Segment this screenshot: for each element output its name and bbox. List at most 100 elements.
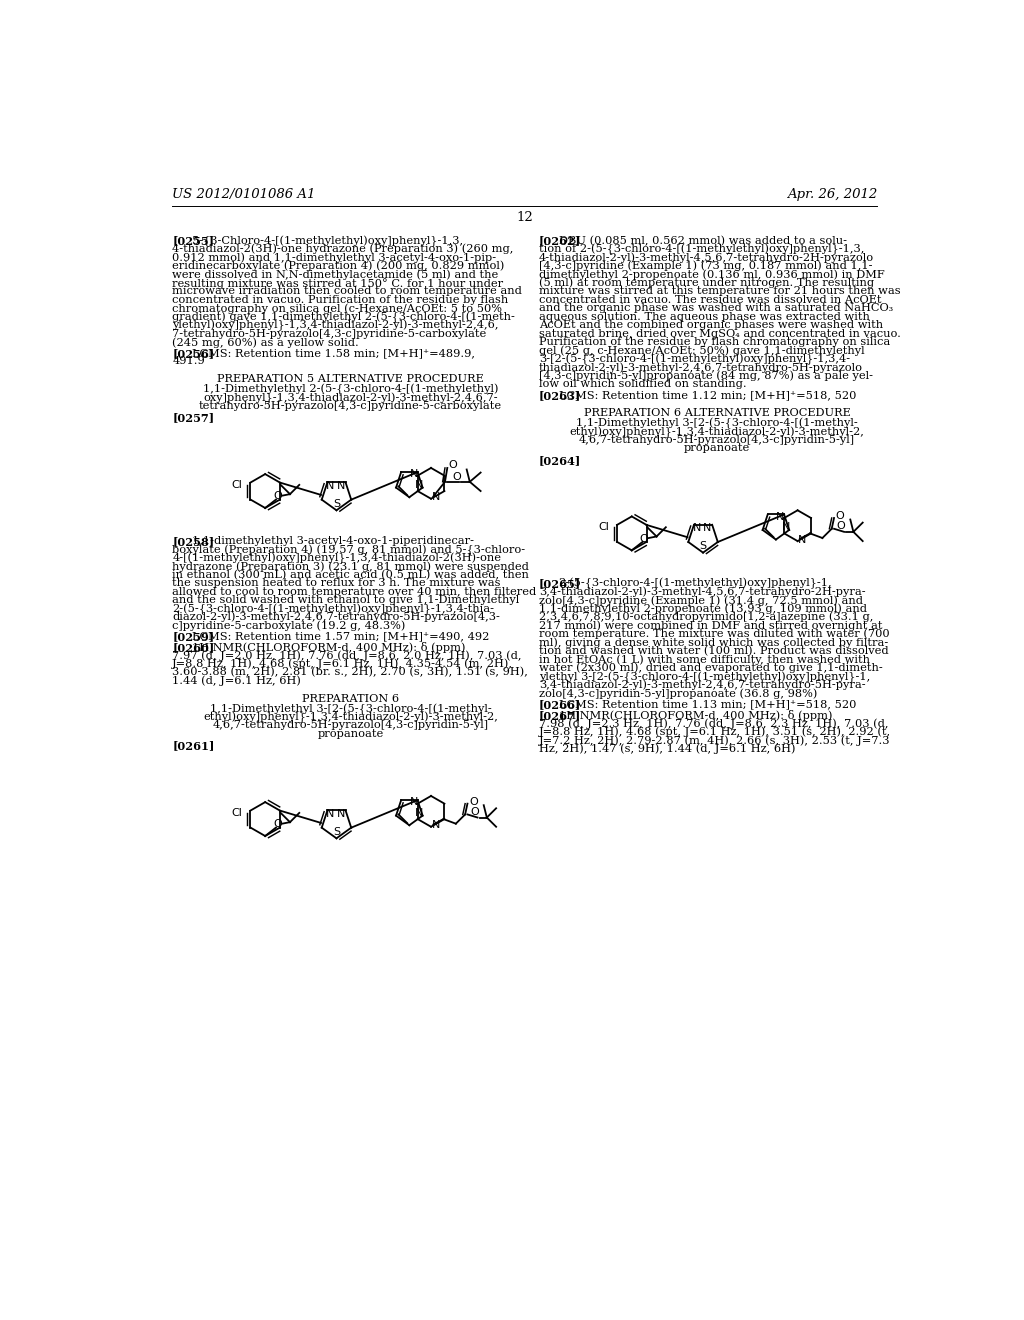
Text: 2-(5-{3-chloro-4-[(1-methylethyl)oxy]phenyl}-1,: 2-(5-{3-chloro-4-[(1-methylethyl)oxy]phe… (558, 578, 833, 590)
Text: J=8.8 Hz, 1H), 4.68 (spt, J=6.1 Hz, 1H), 3.51 (s, 2H), 2.92 (t,: J=8.8 Hz, 1H), 4.68 (spt, J=6.1 Hz, 1H),… (539, 726, 891, 738)
Text: thiadiazol-2-yl)-3-methyl-2,4,6,7-tetrahydro-5H-pyrazolo: thiadiazol-2-yl)-3-methyl-2,4,6,7-tetrah… (539, 363, 863, 374)
Text: O: O (640, 533, 648, 544)
Text: tion and washed with water (100 ml). Product was dissolved: tion and washed with water (100 ml). Pro… (539, 645, 889, 656)
Text: O: O (836, 511, 845, 521)
Text: [0262]: [0262] (539, 235, 581, 247)
Text: 4-[(1-methylethyl)oxy]phenyl}-1,3,4-thiadiazol-2(3H)-one: 4-[(1-methylethyl)oxy]phenyl}-1,3,4-thia… (172, 553, 501, 564)
Text: in hot EtOAc (1 L) with some difficulty, then washed with: in hot EtOAc (1 L) with some difficulty,… (539, 655, 869, 665)
Text: [4,3-c]pyridine (Example 1) (73 mg, 0.187 mmol) and 1,1-: [4,3-c]pyridine (Example 1) (73 mg, 0.18… (539, 261, 872, 272)
Text: Cl: Cl (231, 808, 243, 818)
Text: 1H NMR(CHLOROFORM-d, 400 MHz): δ (ppm): 1H NMR(CHLOROFORM-d, 400 MHz): δ (ppm) (558, 710, 833, 721)
Text: PREPARATION 5 ALTERNATIVE PROCEDURE: PREPARATION 5 ALTERNATIVE PROCEDURE (217, 374, 483, 384)
Text: 3-[2-(5-{3-chloro-4-[(1-methylethyl)oxy]phenyl}-1,3,4-: 3-[2-(5-{3-chloro-4-[(1-methylethyl)oxy]… (539, 354, 850, 366)
Text: gel (25 g, c-Hexane/AcOEt: 50%) gave 1,1-dimethylethyl: gel (25 g, c-Hexane/AcOEt: 50%) gave 1,1… (539, 346, 864, 356)
Text: ylethyl)oxy]phenyl}-1,3,4-thiadiazol-2-yl)-3-methyl-2,4,6,: ylethyl)oxy]phenyl}-1,3,4-thiadiazol-2-y… (172, 321, 499, 331)
Text: N: N (327, 480, 335, 491)
Text: c]pyridine-5-carboxylate (19.2 g, 48.3%): c]pyridine-5-carboxylate (19.2 g, 48.3%) (172, 620, 406, 631)
Text: saturated brine, dried over MgSO₄ and concentrated in vacuo.: saturated brine, dried over MgSO₄ and co… (539, 329, 901, 338)
Text: LCMS: Retention time 1.57 min; [M+H]⁺=490, 492: LCMS: Retention time 1.57 min; [M+H]⁺=49… (193, 631, 489, 642)
Text: O: O (453, 473, 461, 482)
Text: were dissolved in N,N-dimethylacetamide (5 ml) and the: were dissolved in N,N-dimethylacetamide … (172, 269, 499, 280)
Text: zolo[4,3-c]pyridine (Example 1) (31.4 g, 72.5 mmol) and: zolo[4,3-c]pyridine (Example 1) (31.4 g,… (539, 595, 863, 606)
Text: [0259]: [0259] (172, 631, 214, 643)
Text: 217 mmol) were combined in DMF and stirred overnight at: 217 mmol) were combined in DMF and stirr… (539, 620, 883, 631)
Text: AcOEt and the combined organic phases were washed with: AcOEt and the combined organic phases we… (539, 321, 883, 330)
Text: Purification of the residue by flash chromatography on silica: Purification of the residue by flash chr… (539, 337, 890, 347)
Text: J=8.8 Hz, 1H), 4.68 (spt, J=6.1 Hz, 1H), 4.35-4.54 (m, 2H),: J=8.8 Hz, 1H), 4.68 (spt, J=6.1 Hz, 1H),… (172, 659, 513, 669)
Text: room temperature. The mixture was diluted with water (700: room temperature. The mixture was dilute… (539, 628, 890, 639)
Text: Hz, 2H), 1.47 (s, 9H), 1.44 (d, J=6.1 Hz, 6H): Hz, 2H), 1.47 (s, 9H), 1.44 (d, J=6.1 Hz… (539, 743, 796, 754)
Text: O: O (470, 807, 479, 817)
Text: [0255]: [0255] (172, 235, 214, 247)
Text: eridinecarboxylate (Preparation 4) (200 mg, 0.829 mmol): eridinecarboxylate (Preparation 4) (200 … (172, 261, 505, 272)
Text: [0257]: [0257] (172, 412, 214, 424)
Text: chromatography on silica gel (c-Hexane/AcOEt: 5 to 50%: chromatography on silica gel (c-Hexane/A… (172, 304, 502, 314)
Text: microwave irradiation then cooled to room temperature and: microwave irradiation then cooled to roo… (172, 286, 522, 296)
Text: N: N (431, 820, 440, 830)
Text: the suspension heated to reflux for 3 h. The mixture was: the suspension heated to reflux for 3 h.… (172, 578, 501, 587)
Text: LCMS: Retention time 1.13 min; [M+H]⁺=518, 520: LCMS: Retention time 1.13 min; [M+H]⁺=51… (558, 700, 856, 709)
Text: [0267]: [0267] (539, 710, 581, 721)
Text: oxy]phenyl}-1,3,4-thiadiazol-2-yl)-3-methyl-2,4,6,7-: oxy]phenyl}-1,3,4-thiadiazol-2-yl)-3-met… (203, 392, 498, 404)
Text: 7-tetrahydro-5H-pyrazolo[4,3-c]pyridine-5-carboxylate: 7-tetrahydro-5H-pyrazolo[4,3-c]pyridine-… (172, 329, 486, 338)
Text: N: N (416, 479, 424, 490)
Text: O: O (273, 491, 282, 502)
Text: 491.9: 491.9 (172, 356, 205, 366)
Text: S: S (699, 541, 707, 552)
Text: 1.44 (d, J=6.1 Hz, 6H): 1.44 (d, J=6.1 Hz, 6H) (172, 676, 301, 686)
Text: LCMS: Retention time 1.12 min; [M+H]⁺=518, 520: LCMS: Retention time 1.12 min; [M+H]⁺=51… (558, 391, 856, 400)
Text: 1H NMR(CHLOROFORM-d, 400 MHz): δ (ppm): 1H NMR(CHLOROFORM-d, 400 MHz): δ (ppm) (193, 642, 466, 653)
Text: 2,3,4,6,7,8,9,10-octahydropyrimido[1,2-a]azepine (33.1 g,: 2,3,4,6,7,8,9,10-octahydropyrimido[1,2-a… (539, 612, 873, 623)
Text: water (2x300 ml), dried and evaporated to give 1,1-dimeth-: water (2x300 ml), dried and evaporated t… (539, 663, 883, 673)
Text: DBU (0.085 ml, 0.562 mmol) was added to a solu-: DBU (0.085 ml, 0.562 mmol) was added to … (558, 235, 847, 246)
Text: ml), giving a dense white solid which was collected by filtra-: ml), giving a dense white solid which wa… (539, 638, 888, 648)
Text: PREPARATION 6: PREPARATION 6 (302, 693, 399, 704)
Text: and the solid washed with ethanol to give 1,1-Dimethylethyl: and the solid washed with ethanol to giv… (172, 595, 519, 605)
Text: [0266]: [0266] (539, 700, 581, 710)
Text: propanoate: propanoate (684, 444, 751, 453)
Text: O: O (469, 797, 478, 807)
Text: [0264]: [0264] (539, 455, 581, 466)
Text: (5 ml) at room temperature under nitrogen. The resulting: (5 ml) at room temperature under nitroge… (539, 277, 873, 288)
Text: 1,1-dimethylethyl 3-acetyl-4-oxo-1-piperidinecar-: 1,1-dimethylethyl 3-acetyl-4-oxo-1-piper… (193, 536, 474, 545)
Text: mixture was stirred at this temperature for 21 hours then was: mixture was stirred at this temperature … (539, 286, 900, 296)
Text: ylethyl 3-[2-(5-{3-chloro-4-[(1-methylethyl)oxy]phenyl}-1,: ylethyl 3-[2-(5-{3-chloro-4-[(1-methylet… (539, 671, 870, 682)
Text: 3,4-thiadiazol-2-yl)-3-methyl-2,4,6,7-tetrahydro-5H-pyra-: 3,4-thiadiazol-2-yl)-3-methyl-2,4,6,7-te… (539, 680, 865, 690)
Text: S: S (333, 499, 340, 510)
Text: allowed to cool to room temperature over 40 min, then filtered: allowed to cool to room temperature over… (172, 586, 537, 597)
Text: aqueous solution. The aqueous phase was extracted with: aqueous solution. The aqueous phase was … (539, 312, 869, 322)
Text: N: N (693, 523, 701, 533)
Text: 4,6,7-tetrahydro-5H-pyrazolo[4,3-c]pyridin-5-yl]: 4,6,7-tetrahydro-5H-pyrazolo[4,3-c]pyrid… (579, 434, 855, 445)
Text: 4-thiadiazol-2-yl)-3-methyl-4,5,6,7-tetrahydro-2H-pyrazolo: 4-thiadiazol-2-yl)-3-methyl-4,5,6,7-tetr… (539, 252, 873, 263)
Text: boxylate (Preparation 4) (19.57 g, 81 mmol) and 5-{3-chloro-: boxylate (Preparation 4) (19.57 g, 81 mm… (172, 544, 525, 556)
Text: gradient) gave 1,1-dimethylethyl 2-(5-{3-chloro-4-[(1-meth-: gradient) gave 1,1-dimethylethyl 2-(5-{3… (172, 312, 515, 323)
Text: N: N (337, 809, 345, 818)
Text: tetrahydro-5H-pyrazolo[4,3-c]pyridine-5-carboxylate: tetrahydro-5H-pyrazolo[4,3-c]pyridine-5-… (199, 401, 502, 411)
Text: [0261]: [0261] (172, 741, 215, 751)
Text: (245 mg, 60%) as a yellow solid.: (245 mg, 60%) as a yellow solid. (172, 337, 359, 347)
Text: propanoate: propanoate (317, 729, 384, 739)
Text: 12: 12 (516, 211, 534, 224)
Text: low oil which solidified on standing.: low oil which solidified on standing. (539, 379, 746, 389)
Text: [0265]: [0265] (539, 578, 581, 589)
Text: N: N (703, 523, 712, 533)
Text: zolo[4,3-c]pyridin-5-yl]propanoate (36.8 g, 98%): zolo[4,3-c]pyridin-5-yl]propanoate (36.8… (539, 688, 817, 698)
Text: 1,1-Dimethylethyl 3-[2-(5-{3-chloro-4-[(1-methyl-: 1,1-Dimethylethyl 3-[2-(5-{3-chloro-4-[(… (210, 704, 492, 715)
Text: tion of 2-(5-{3-chloro-4-[(1-methylethyl)oxy]phenyl}-1,3,: tion of 2-(5-{3-chloro-4-[(1-methylethyl… (539, 244, 864, 255)
Text: N: N (416, 808, 424, 817)
Text: 4-thiadiazol-2(3H)-one hydrazone (Preparation 3) (260 mg,: 4-thiadiazol-2(3H)-one hydrazone (Prepar… (172, 244, 514, 255)
Text: N: N (776, 512, 784, 521)
Text: dimethylethyl 2-propenoate (0.136 ml, 0.936 mmol) in DMF: dimethylethyl 2-propenoate (0.136 ml, 0.… (539, 269, 885, 280)
Text: [0263]: [0263] (539, 391, 581, 401)
Text: N: N (327, 809, 335, 818)
Text: concentrated in vacuo. The residue was dissolved in AcOEt: concentrated in vacuo. The residue was d… (539, 294, 882, 305)
Text: Apr. 26, 2012: Apr. 26, 2012 (787, 187, 878, 201)
Text: 7.98 (d, J=2.3 Hz, 1H), 7.76 (dd, J=8.6, 2.3 Hz, 1H), 7.03 (d,: 7.98 (d, J=2.3 Hz, 1H), 7.76 (dd, J=8.6,… (539, 718, 888, 729)
Text: N: N (782, 521, 791, 532)
Text: diazol-2-yl)-3-methyl-2,4,6,7-tetrahydro-5H-pyrazolo[4,3-: diazol-2-yl)-3-methyl-2,4,6,7-tetrahydro… (172, 612, 500, 623)
Text: 2-(5-{3-chloro-4-[(1-methylethyl)oxy]phenyl}-1,3,4-thia-: 2-(5-{3-chloro-4-[(1-methylethyl)oxy]phe… (172, 603, 495, 615)
Text: O: O (273, 820, 282, 829)
Text: N: N (337, 480, 345, 491)
Text: and the organic phase was washed with a saturated NaHCO₃: and the organic phase was washed with a … (539, 304, 893, 313)
Text: J=7.2 Hz, 2H), 2.79-2.87 (m, 4H), 2.66 (s, 3H), 2.53 (t, J=7.3: J=7.2 Hz, 2H), 2.79-2.87 (m, 4H), 2.66 (… (539, 735, 890, 746)
